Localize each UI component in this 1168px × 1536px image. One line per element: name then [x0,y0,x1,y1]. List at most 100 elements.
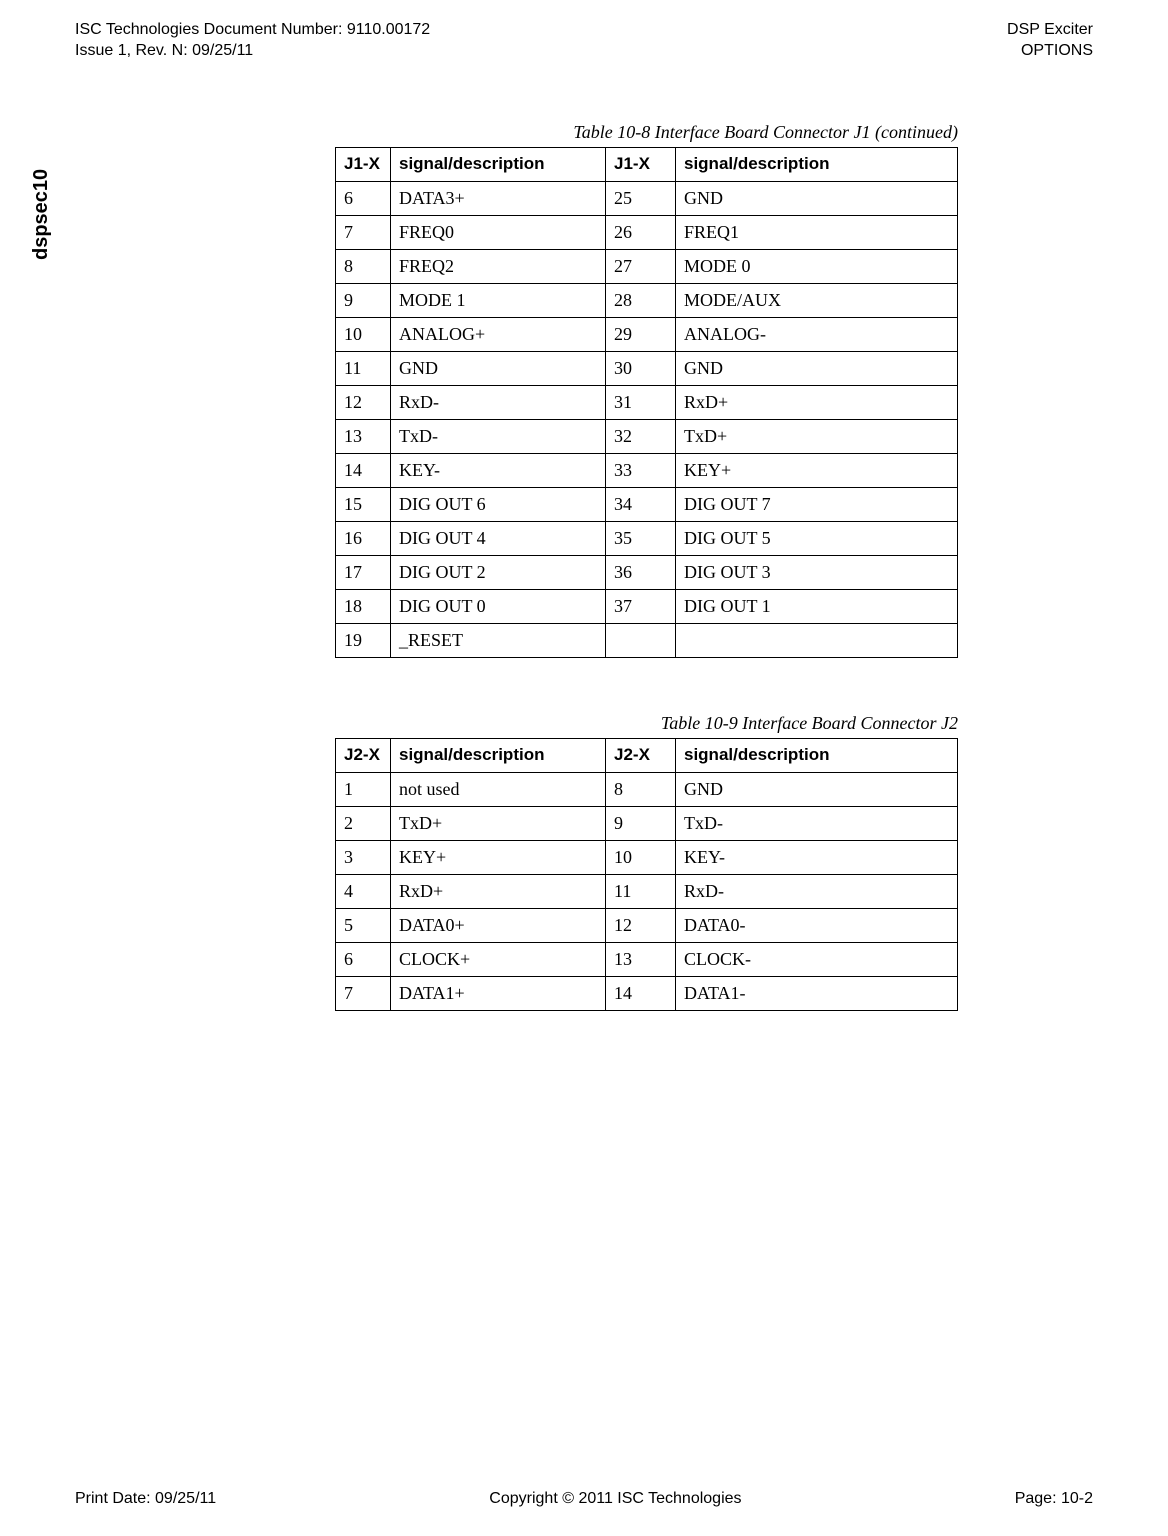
table-row: 16DIG OUT 435DIG OUT 5 [336,521,958,555]
footer-copyright: Copyright © 2011 ISC Technologies [489,1490,741,1508]
doc-title-2: OPTIONS [1007,41,1093,62]
th-desc-2: signal/description [676,147,958,181]
table-cell: 8 [606,772,676,806]
th-j1x-1: J1-X [336,147,391,181]
table-cell: GND [676,351,958,385]
table-cell: DIG OUT 5 [676,521,958,555]
table-cell: TxD+ [676,419,958,453]
table-cell: 17 [336,555,391,589]
table-row: 14KEY-33KEY+ [336,453,958,487]
table-cell: DATA1- [676,976,958,1010]
issue-rev: Issue 1, Rev. N: 09/25/11 [75,41,430,62]
table-cell: 9 [606,806,676,840]
table-cell: FREQ2 [391,249,606,283]
table-cell: DATA3+ [391,181,606,215]
table-cell: DIG OUT 1 [676,589,958,623]
table-cell: 12 [606,908,676,942]
doc-number: ISC Technologies Document Number: 9110.0… [75,20,430,41]
table-cell: 10 [606,840,676,874]
table-row: 2TxD+9TxD- [336,806,958,840]
table-row: 6CLOCK+13CLOCK- [336,942,958,976]
table-cell: 11 [606,874,676,908]
table-cell: RxD- [676,874,958,908]
th-j2x-1: J2-X [336,738,391,772]
table-cell: 25 [606,181,676,215]
table-row: 6DATA3+25GND [336,181,958,215]
table-row: 9MODE 128MODE/AUX [336,283,958,317]
table-cell: GND [676,181,958,215]
table-cell: DATA0+ [391,908,606,942]
table-row: 11GND30GND [336,351,958,385]
table-cell: 37 [606,589,676,623]
table-cell: ANALOG+ [391,317,606,351]
table-cell: 7 [336,215,391,249]
table-cell: TxD- [391,419,606,453]
table-cell: 6 [336,181,391,215]
table-cell: 5 [336,908,391,942]
table-cell [606,623,676,657]
table-cell: 1 [336,772,391,806]
table-cell: TxD+ [391,806,606,840]
table-row: 7FREQ026FREQ1 [336,215,958,249]
table-cell: 15 [336,487,391,521]
table-row: 1not used8GND [336,772,958,806]
table-cell: MODE/AUX [676,283,958,317]
doc-title-1: DSP Exciter [1007,20,1093,41]
table-cell: DIG OUT 4 [391,521,606,555]
table-cell: 31 [606,385,676,419]
table-cell: MODE 1 [391,283,606,317]
table-row: 19_RESET [336,623,958,657]
table-cell: 6 [336,942,391,976]
table-cell: MODE 0 [676,249,958,283]
table-cell: ANALOG- [676,317,958,351]
table-cell: DIG OUT 7 [676,487,958,521]
table-cell: 19 [336,623,391,657]
th-desc-1: signal/description [391,738,606,772]
table-cell: 29 [606,317,676,351]
table-cell: DIG OUT 3 [676,555,958,589]
table-cell: 3 [336,840,391,874]
table-row: 17DIG OUT 236DIG OUT 3 [336,555,958,589]
table-cell: DATA0- [676,908,958,942]
table-cell: KEY- [676,840,958,874]
table-cell: 27 [606,249,676,283]
table-row: 10ANALOG+29ANALOG- [336,317,958,351]
table-cell: FREQ1 [676,215,958,249]
table-cell [676,623,958,657]
table-cell: 13 [336,419,391,453]
table-cell: 30 [606,351,676,385]
header-left: ISC Technologies Document Number: 9110.0… [75,20,430,62]
table-header-row: J1-X signal/description J1-X signal/desc… [336,147,958,181]
table-cell: 28 [606,283,676,317]
page: ISC Technologies Document Number: 9110.0… [0,0,1168,1536]
table-cell: RxD- [391,385,606,419]
table-cell: 2 [336,806,391,840]
table-cell: KEY- [391,453,606,487]
table-cell: DIG OUT 0 [391,589,606,623]
table-cell: KEY+ [391,840,606,874]
table-cell: 12 [336,385,391,419]
th-desc-1: signal/description [391,147,606,181]
table-cell: 11 [336,351,391,385]
table-cell: DIG OUT 2 [391,555,606,589]
table-cell: 14 [336,453,391,487]
table-row: 12RxD-31RxD+ [336,385,958,419]
th-j2x-2: J2-X [606,738,676,772]
table-row: 15DIG OUT 634DIG OUT 7 [336,487,958,521]
table-cell: RxD+ [391,874,606,908]
header-right: DSP Exciter OPTIONS [1007,20,1093,62]
table-cell: 8 [336,249,391,283]
table2-caption: Table 10-9 Interface Board Connector J2 [335,713,958,734]
table-row: 5DATA0+12DATA0- [336,908,958,942]
table-cell: 32 [606,419,676,453]
table-cell: KEY+ [676,453,958,487]
table-cell: 4 [336,874,391,908]
table-cell: RxD+ [676,385,958,419]
table1-caption: Table 10-8 Interface Board Connector J1 … [335,122,958,143]
page-footer: Print Date: 09/25/11 Copyright © 2011 IS… [75,1490,1093,1508]
side-section-label: dspsec10 [30,169,53,260]
th-desc-2: signal/description [676,738,958,772]
table-row: 4RxD+11RxD- [336,874,958,908]
table-cell: TxD- [676,806,958,840]
footer-page-num: Page: 10-2 [1015,1490,1093,1508]
